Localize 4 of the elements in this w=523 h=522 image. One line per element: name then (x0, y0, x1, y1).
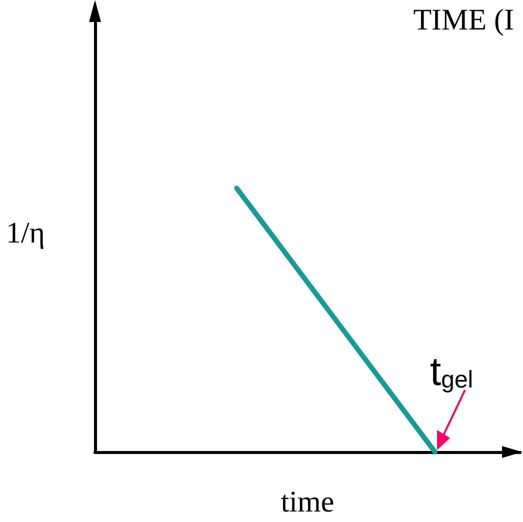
annotation: tgel (430, 350, 474, 394)
y-axis-title: 1/η (6, 216, 45, 250)
chart-title: TIME (I (413, 4, 514, 36)
x-axis-title: time (280, 486, 334, 518)
